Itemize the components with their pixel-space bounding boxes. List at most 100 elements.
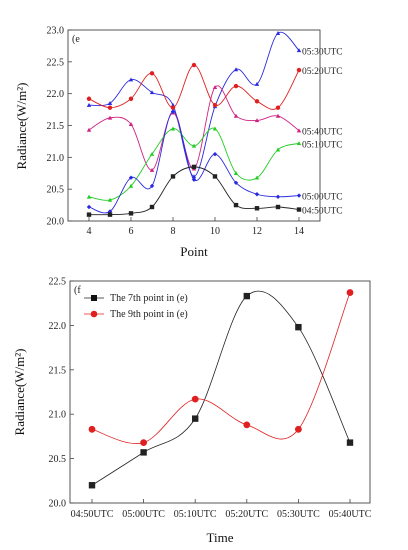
- panel-e-series-line: [88, 85, 300, 171]
- panel-e-data-point: [128, 175, 134, 180]
- panel-e-data-point: [128, 77, 134, 82]
- panel-e-y-tick-label: 20.0: [47, 217, 65, 228]
- panel-e-series-label: 05:40UTC: [302, 128, 343, 138]
- panel-e-data-point: [296, 48, 302, 53]
- panel-f-data-point: [295, 323, 302, 331]
- panel-e-y-tick-label: 21.5: [47, 121, 65, 132]
- panel-f-x-tick-label: 05:30UTC: [277, 509, 320, 520]
- legend-label-9th: The 9th point in (e): [110, 309, 188, 320]
- panel-e-y-tick-label: 20.5: [47, 185, 65, 196]
- panel-e-plot-frame: [67, 29, 321, 222]
- panel-e-data-point: [296, 128, 302, 133]
- panel-f-series-line: [91, 290, 351, 486]
- panel-e-x-axis-label: Point: [180, 244, 208, 259]
- panel-e-data-point: [149, 90, 155, 95]
- panel-e-ticks: 4 6 8 10 12 14 20.0 20.5 21.0 21.5 22.0 22.5 23.0: [47, 26, 305, 238]
- panel-e-series-label: 05:00UTC: [302, 193, 343, 203]
- panel-e-data-point: [86, 96, 92, 101]
- panel-e-data-point: [212, 102, 218, 108]
- panel-e-data-point: [107, 105, 113, 110]
- panel-e-data-point: [212, 174, 218, 179]
- legend-label-7th: The 7th point in (e): [110, 293, 188, 304]
- panel-e-y-tick-label: 21.0: [47, 153, 65, 164]
- panel-f-x-tick-label: 05:10UTC: [174, 509, 217, 520]
- panel-e-data-point: [128, 211, 134, 216]
- panel-e-data-point: [86, 127, 92, 132]
- panel-e-data-point: [254, 206, 260, 211]
- panel-f-x-axis-label: Time: [207, 530, 234, 545]
- panel-e-data-point: [107, 115, 113, 120]
- panel-e-data-point: [233, 171, 239, 176]
- panel-f-data-point: [346, 289, 354, 296]
- panel-e-series-labels: 05:30UTC 05:20UTC 05:40UTC 05:10UTC 05:00UTC…: [302, 47, 343, 216]
- panel-e-data-point: [191, 177, 197, 182]
- panel-e-y-tick-label: 22.0: [47, 89, 65, 100]
- panel-e-data-point: [86, 102, 92, 107]
- panel-e-data-point: [128, 122, 134, 126]
- panel-e-data-point: [254, 175, 260, 180]
- panel-f-data-point: [243, 421, 251, 429]
- panel-e-data-point: [149, 167, 155, 172]
- panel-f-data-point: [191, 395, 199, 403]
- panel-e-data-point: [296, 141, 302, 146]
- panel-f-data-point: [192, 415, 199, 422]
- panel-e-data-point: [149, 204, 155, 210]
- panel-e: (e 4 6 8 10 12 14 20.0 20.5 21.0 21.5 22.0 22.5 23.0…: [14, 26, 343, 260]
- panel-f-y-tick-label: 22.0: [49, 321, 67, 332]
- panel-f-x-tick-label: 05:40UTC: [329, 509, 372, 520]
- panel-f-y-axis-label: Radiance(W/m²): [12, 349, 27, 436]
- panel-e-data-point: [296, 207, 302, 212]
- panel-e-series-line: [88, 127, 300, 201]
- panel-f-data-point: [140, 449, 147, 456]
- panel-e-data-point: [128, 96, 134, 101]
- panel-e-data-point: [191, 164, 197, 170]
- panel-e-x-tick-label: 4: [87, 226, 92, 237]
- panel-e-data-point: [275, 194, 281, 200]
- panel-e-data-point: [128, 183, 134, 188]
- panel-f-y-tick-label: 21.5: [49, 365, 67, 376]
- panel-e-data-point: [107, 101, 113, 105]
- panel-f-y-tick-label: 20.0: [49, 499, 67, 510]
- legend-marker-9th: [90, 310, 98, 318]
- panel-e-series-line: [88, 166, 300, 216]
- panel-f-series: [88, 289, 354, 489]
- panel-e-data-point: [86, 212, 92, 217]
- panel-e-data-point: [296, 67, 302, 73]
- panel-e-data-point: [233, 83, 239, 89]
- panel-e-data-point: [149, 183, 155, 189]
- panel-e-data-point: [275, 113, 281, 118]
- panel-e-series-line: [88, 111, 300, 214]
- panel-e-series-label: 04:50UTC: [302, 207, 343, 217]
- panel-e-data-point: [233, 67, 239, 72]
- panel-f-plot-frame: [69, 280, 371, 504]
- panel-e-data-point: [254, 99, 260, 104]
- panel-e-series-label: 05:30UTC: [302, 47, 343, 57]
- panel-f-label: (f: [74, 285, 81, 296]
- panel-e-data-point: [86, 204, 92, 210]
- panel-e-data-point: [191, 143, 197, 148]
- panel-e-data-point: [107, 212, 113, 217]
- panel-e-series-line: [88, 31, 300, 177]
- panel-e-data-point: [170, 174, 176, 179]
- panel-e-data-point: [254, 81, 260, 86]
- panel-e-series: [86, 30, 302, 217]
- panel-e-data-point: [233, 180, 239, 185]
- panel-e-data-point: [149, 71, 155, 76]
- panel-f-data-point: [140, 439, 148, 447]
- panel-f-ticks: 04:50UTC 05:00UTC 05:10UTC 05:20UTC 05:30UTC…: [49, 277, 372, 521]
- panel-f: (f 04:50UTC 05:00UTC 05:10UTC 05:20UTC 05:30…: [12, 277, 372, 546]
- panel-f-data-point: [295, 425, 302, 433]
- panel-f-legend: The 7th point in (e) The 9th point in (e…: [84, 293, 188, 320]
- panel-e-data-point: [275, 30, 281, 35]
- panel-e-x-tick-label: 10: [210, 226, 220, 237]
- panel-e-data-point: [275, 204, 281, 210]
- panel-e-data-point: [275, 147, 281, 152]
- panel-e-data-point: [170, 109, 176, 114]
- panel-e-data-point: [170, 105, 176, 110]
- panel-f-data-point: [243, 292, 250, 300]
- panel-e-x-tick-label: 12: [252, 226, 262, 237]
- panel-e-data-point: [107, 197, 113, 202]
- panel-e-x-tick-label: 6: [129, 226, 134, 237]
- panel-f-y-tick-label: 22.5: [49, 277, 67, 288]
- panel-e-data-point: [212, 85, 218, 90]
